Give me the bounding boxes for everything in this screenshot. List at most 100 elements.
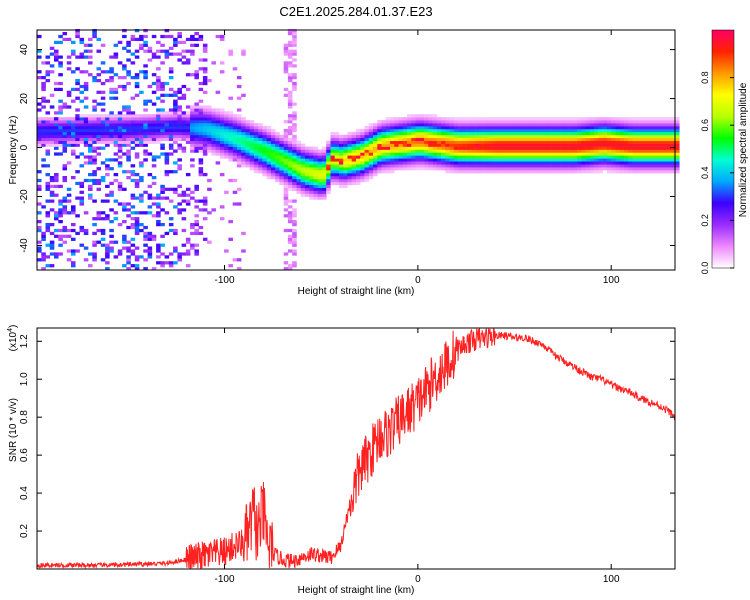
spectrogram-cell	[75, 131, 80, 136]
spectrogram-cell	[283, 93, 289, 97]
spectrogram-cell	[641, 140, 646, 144]
spectrogram-cell	[326, 178, 331, 183]
spectrogram-cell	[641, 149, 646, 153]
spectrogram-cell	[470, 167, 476, 171]
spectrogram-cell	[572, 143, 578, 147]
spectrogram-cell	[100, 243, 106, 247]
spectrogram-cell	[330, 161, 336, 165]
spectrogram-cell	[58, 128, 63, 133]
spectrogram-cell	[49, 246, 55, 250]
spectrogram-cell	[105, 164, 110, 168]
spectrogram-cell	[581, 155, 586, 159]
spectrogram-cell	[228, 49, 233, 53]
spectrogram-cell	[653, 152, 659, 156]
spectrogram-cell	[228, 126, 233, 130]
spectrogram-cell	[292, 211, 297, 215]
spectrogram-cell	[581, 146, 586, 150]
spectrogram-cell	[245, 134, 250, 139]
spectrogram-cell	[253, 164, 259, 168]
spectrogram-cell	[79, 228, 85, 233]
spectrogram-cell	[156, 96, 161, 100]
spectrogram-cell	[504, 155, 510, 159]
spectrogram-cell	[641, 164, 646, 168]
spectrogram-cell	[509, 149, 514, 153]
spectrogram-cell	[504, 158, 510, 162]
spectrogram-cell	[534, 123, 540, 127]
spectrogram-cell	[173, 134, 178, 139]
spectrogram-cell	[606, 152, 612, 156]
spectrogram-cell	[543, 152, 548, 156]
spectrogram-cell	[334, 137, 340, 142]
spectrogram-cell	[122, 117, 127, 121]
spectrogram-cell	[156, 108, 161, 112]
spectrogram-cell	[419, 134, 425, 139]
spectrogram-cell	[113, 140, 119, 144]
spectrogram-cell	[449, 161, 455, 165]
spectrogram-cell	[185, 193, 191, 197]
spectrogram-cell	[432, 146, 438, 150]
spectrogram-cell	[75, 137, 80, 142]
spectrogram-cell	[428, 123, 433, 127]
spectrogram-cell	[658, 158, 663, 162]
spectrogram-cell	[373, 152, 378, 156]
spectrogram-cell	[181, 208, 187, 212]
spectrogram-cell	[79, 120, 85, 124]
spectrogram-cell	[126, 143, 131, 147]
spectrogram-cell	[37, 76, 42, 80]
spectrogram-cell	[232, 120, 238, 124]
spectrogram-cell	[224, 155, 229, 159]
spectrogram-cell	[339, 155, 344, 159]
spectrogram-cell	[134, 123, 140, 127]
spectrogram-cell	[287, 220, 293, 224]
spectrogram-cell	[211, 120, 216, 124]
spectrogram-cell	[292, 64, 297, 68]
spectrogram-cell	[487, 161, 493, 165]
spectrogram-ytick-label: 0	[19, 144, 30, 150]
spectrogram-cell	[475, 117, 480, 121]
spectrogram-cell	[292, 29, 297, 33]
spectrogram-cell	[134, 223, 140, 227]
spectrogram-cell	[58, 184, 63, 189]
spectrogram-cell	[300, 190, 306, 194]
spectrogram-cell	[249, 140, 255, 144]
spectrogram-cell	[49, 223, 55, 227]
spectrogram-cell	[424, 134, 429, 139]
spectrogram-cell	[598, 120, 603, 124]
spectrogram-cell	[275, 137, 280, 142]
spectrogram-cell	[75, 128, 80, 133]
spectrogram-cell	[521, 134, 527, 139]
colorbar-gradient	[711, 29, 735, 269]
spectrogram-cell	[83, 140, 89, 144]
spectrogram-cell	[283, 67, 289, 71]
spectrogram-cell	[577, 120, 582, 124]
spectrogram-cell	[181, 131, 187, 136]
spectrogram-cell	[309, 187, 314, 191]
spectrogram-cell	[666, 161, 672, 165]
spectrogram-cell	[334, 178, 340, 183]
spectrogram-cell	[143, 117, 148, 121]
spectrogram-cell	[100, 131, 106, 136]
spectrogram-cell	[555, 149, 561, 153]
spectrogram-cell	[241, 93, 246, 97]
spectrogram-cell	[241, 146, 246, 150]
spectrogram-cell	[147, 173, 153, 177]
spectrogram-cell	[143, 231, 148, 236]
spectrogram-cell	[134, 184, 140, 189]
spectrogram-cell	[134, 37, 140, 42]
spectrogram-cell	[411, 167, 416, 171]
spectrogram-cell	[496, 167, 501, 171]
spectrogram-cell	[139, 199, 144, 203]
spectrogram-cell	[62, 140, 68, 144]
spectrogram-cell	[394, 155, 399, 159]
spectrogram-cell	[258, 131, 263, 136]
spectrogram-cell	[628, 117, 633, 121]
spectrogram-cell	[292, 158, 297, 162]
spectrogram-cell	[411, 158, 416, 162]
spectrogram-cell	[236, 143, 242, 147]
spectrogram-cell	[143, 43, 148, 47]
spectrogram-cell	[79, 37, 85, 42]
spectrogram-cell	[317, 164, 323, 168]
spectrogram-cell	[611, 164, 616, 168]
spectrogram-cell	[54, 58, 59, 62]
spectrogram-cell	[130, 205, 136, 209]
